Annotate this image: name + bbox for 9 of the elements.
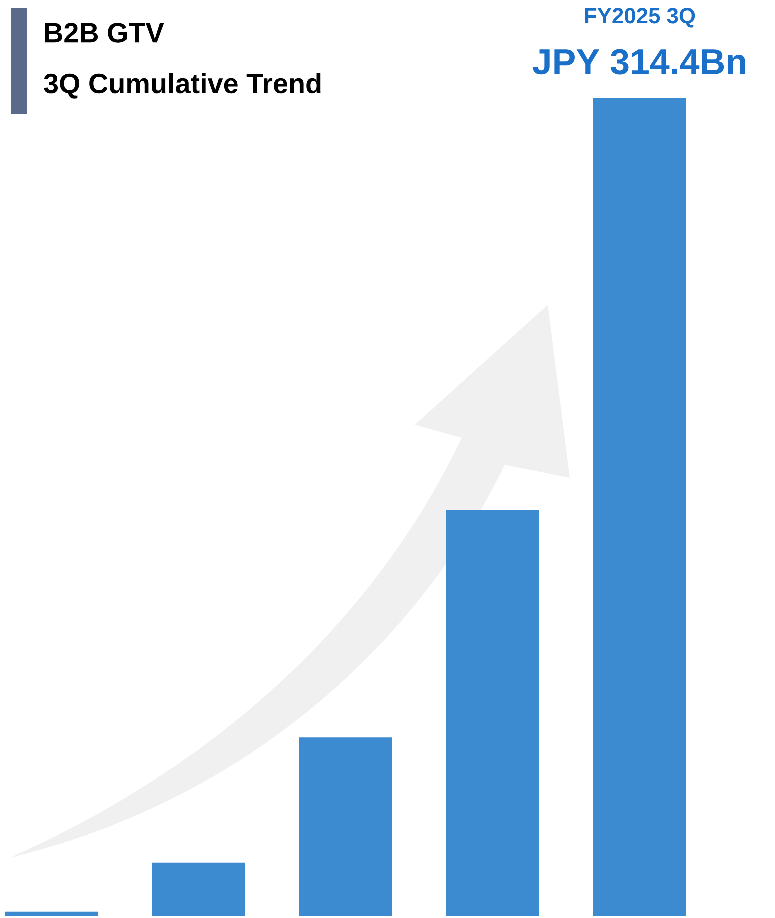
bar (594, 98, 686, 916)
bar (299, 738, 392, 916)
bar (152, 862, 246, 916)
chart-title: B2B GTV (45, 23, 164, 43)
bar (446, 510, 540, 916)
text: FY2025 3Q (585, 8, 696, 28)
chart-subtitle: 3Q Cumulative Trend (44, 73, 321, 99)
bar (5, 912, 98, 916)
text: JPY 314.4Bn (532, 49, 746, 75)
